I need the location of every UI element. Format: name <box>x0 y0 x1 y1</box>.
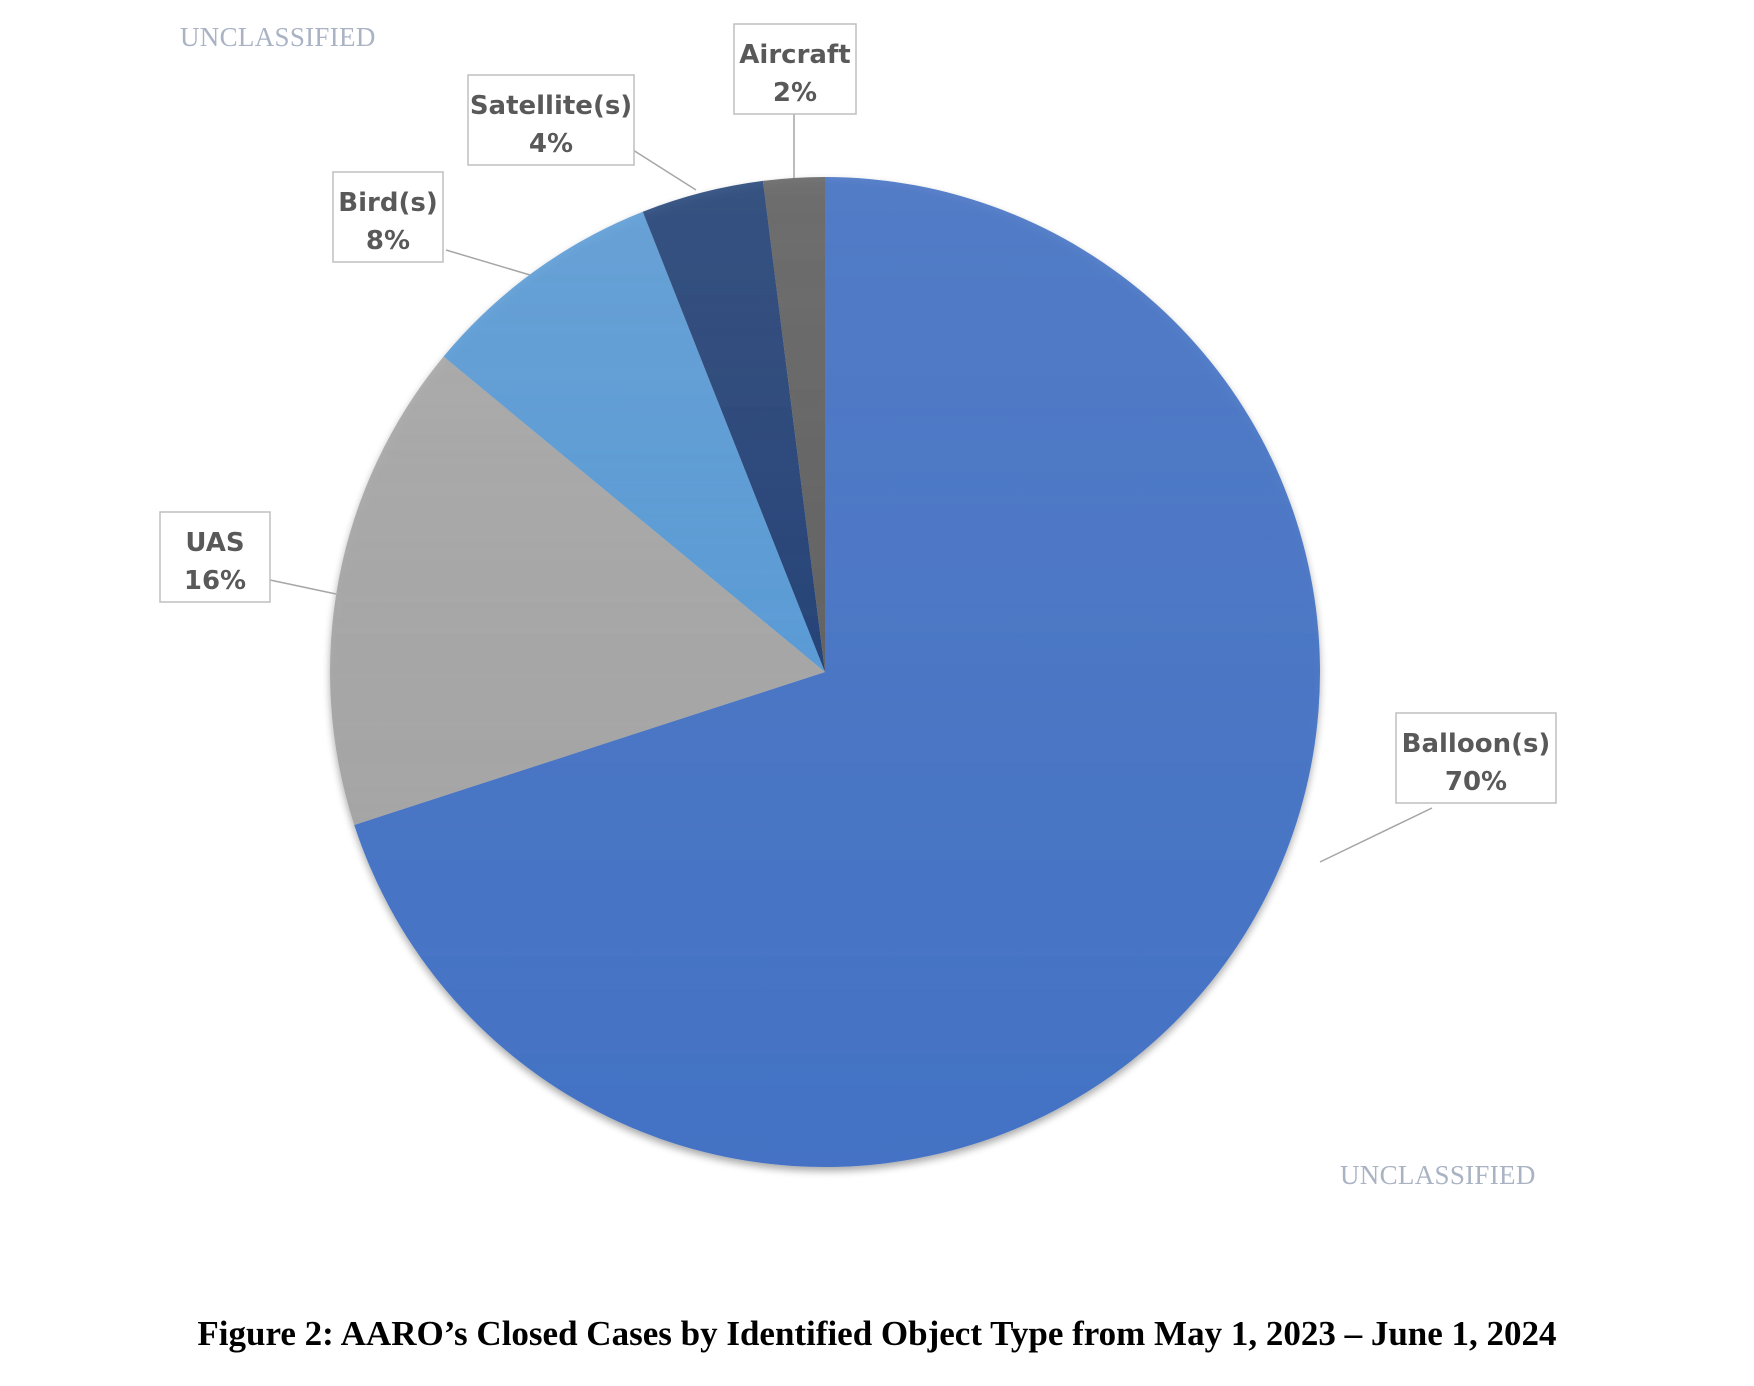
callout-box <box>159 511 271 603</box>
pie-slice-satellite-s <box>642 180 825 672</box>
data-label-category: UAS <box>185 528 244 558</box>
data-label-percent: 2% <box>773 78 817 108</box>
data-label-percent: 4% <box>529 129 573 159</box>
data-label-percent: 16% <box>184 566 246 596</box>
figure-caption: Figure 2: AARO’s Closed Cases by Identif… <box>197 1314 1557 1353</box>
data-label-category: Bird(s) <box>338 188 437 218</box>
callout-box <box>467 74 635 166</box>
callout-uas: UAS 16% <box>159 511 337 603</box>
data-label-category: Balloon(s) <box>1402 729 1551 759</box>
pie-slice-uas <box>330 356 825 825</box>
data-label-percent: 8% <box>366 226 410 256</box>
classification-marking-top: UNCLASSIFIED <box>180 22 376 52</box>
callout-leader-line <box>632 149 697 191</box>
callout-aircraft: Aircraft 2% <box>733 23 857 178</box>
pie-slice-aircraft <box>762 177 825 672</box>
callout-bird-s: Bird(s) 8% <box>332 171 531 276</box>
pie-slices <box>330 177 1321 1167</box>
pie-slice-bird-s <box>443 211 825 672</box>
data-label-category: Satellite(s) <box>470 91 632 121</box>
callout-satellite-s: Satellite(s) 4% <box>467 74 697 191</box>
callout-leader-line <box>1319 807 1433 863</box>
data-label-callouts: Balloon(s) 70% UAS 16% Bird(s) 8% Satellite(s)… <box>159 23 1557 863</box>
callout-leader-line <box>445 249 531 276</box>
callout-leader-line <box>269 579 337 595</box>
data-label-percent: 70% <box>1445 767 1507 797</box>
data-label-category: Aircraft <box>739 40 850 70</box>
callout-box <box>733 23 857 115</box>
callout-box <box>332 171 444 263</box>
pie-slice-balloon-s <box>354 177 1321 1167</box>
classification-marking-bottom: UNCLASSIFIED <box>1340 1160 1536 1190</box>
callout-box <box>1395 712 1557 804</box>
callout-balloon-s: Balloon(s) 70% <box>1319 712 1557 863</box>
